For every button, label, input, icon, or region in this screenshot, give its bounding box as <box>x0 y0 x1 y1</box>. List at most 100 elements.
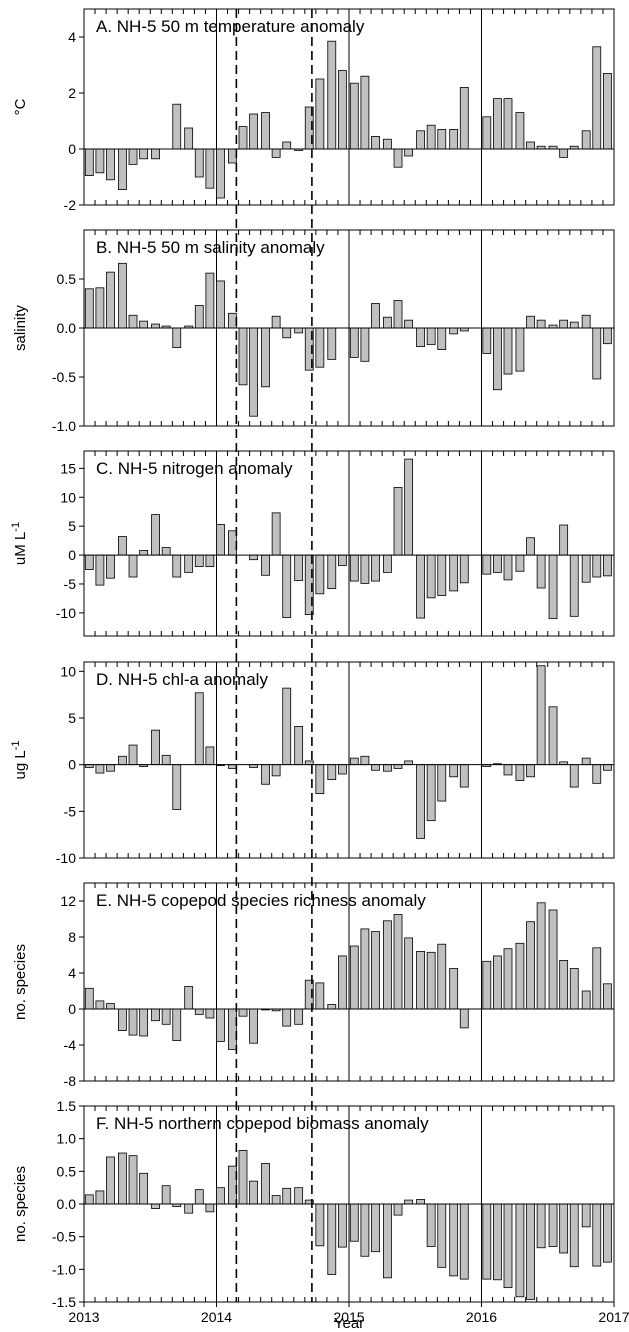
bar <box>205 272 215 329</box>
bar <box>128 554 138 578</box>
bar <box>559 524 569 556</box>
bar <box>602 73 612 150</box>
bar <box>95 148 105 174</box>
bar <box>139 320 149 329</box>
bar <box>315 1203 325 1247</box>
bar <box>106 1156 115 1205</box>
bar <box>393 1203 403 1216</box>
bar <box>327 327 337 360</box>
bar <box>426 124 436 150</box>
bar <box>360 75 370 150</box>
bar <box>503 948 513 1010</box>
bar <box>327 1203 337 1275</box>
bar <box>515 942 525 1010</box>
bar <box>106 764 115 772</box>
bar <box>482 960 492 1010</box>
y-tick-label: 0 <box>68 141 76 157</box>
bar <box>492 327 502 391</box>
bar <box>337 554 347 566</box>
bar <box>271 1195 281 1205</box>
bar <box>249 327 259 417</box>
bar <box>172 764 182 810</box>
bar <box>271 148 281 158</box>
bar <box>526 141 535 150</box>
y-tick-label: 5 <box>68 518 76 534</box>
bar <box>294 1187 304 1205</box>
y-tick-label: 0.0 <box>57 1196 77 1212</box>
bar <box>515 554 525 572</box>
bar <box>294 1008 304 1025</box>
bar <box>526 921 535 1010</box>
bar <box>536 902 546 1010</box>
bar <box>337 1203 347 1248</box>
bar <box>515 1203 525 1298</box>
bar <box>426 1203 436 1247</box>
panel-title: B. NH-5 50 m salinity anomaly <box>96 238 325 257</box>
bar <box>393 914 403 1010</box>
y-tick-label: -0.5 <box>52 369 76 385</box>
x-tick-label: 2014 <box>201 1309 232 1325</box>
bar <box>227 764 237 769</box>
bar <box>371 931 380 1010</box>
y-tick-label: 0 <box>68 757 76 773</box>
bar <box>84 987 94 1010</box>
y-axis-label: salinity <box>12 305 29 351</box>
bar <box>161 1185 171 1205</box>
bar <box>349 1203 359 1242</box>
y-tick-label: 4 <box>68 29 76 45</box>
bar <box>581 314 591 329</box>
bar <box>515 112 525 150</box>
bar <box>548 909 558 1010</box>
bar <box>482 1203 492 1280</box>
bar <box>349 945 359 1010</box>
bar <box>581 554 591 583</box>
bar <box>282 141 292 150</box>
bar <box>383 764 392 772</box>
x-axis-label: Year <box>334 1315 364 1332</box>
bar <box>282 687 292 766</box>
bar <box>151 323 160 329</box>
bar <box>315 554 325 595</box>
y-tick-label: -5 <box>64 576 77 592</box>
bar <box>238 1150 248 1205</box>
bar <box>216 1187 225 1205</box>
bar <box>482 554 492 575</box>
bar <box>602 764 612 771</box>
bar <box>271 315 281 329</box>
bar <box>536 554 546 589</box>
bar <box>337 764 347 775</box>
bar <box>349 82 359 150</box>
bar <box>416 1199 425 1205</box>
bar <box>282 1008 292 1027</box>
y-axis-label: uM L-1 <box>10 522 29 565</box>
bar <box>106 1003 115 1010</box>
y-tick-label: -1.5 <box>52 1294 76 1310</box>
bar <box>84 554 94 570</box>
bar <box>238 126 248 150</box>
y-tick-label: -5 <box>64 803 77 819</box>
x-tick-label: 2013 <box>68 1309 99 1325</box>
bar <box>337 70 347 150</box>
bar <box>459 1008 469 1029</box>
bar <box>360 554 370 584</box>
y-axis-label: no. species <box>12 944 29 1020</box>
bar <box>205 554 215 568</box>
x-axis: 2013 2014 2015 2016 2017 Year <box>68 1302 629 1332</box>
bar <box>592 764 602 784</box>
bar <box>194 554 204 568</box>
bar <box>227 530 237 556</box>
bar <box>304 760 314 766</box>
bar <box>315 327 325 368</box>
y-tick-label: 8 <box>68 929 76 945</box>
bar <box>383 316 392 329</box>
bar <box>172 103 182 150</box>
bar <box>84 148 94 177</box>
bar <box>194 148 204 178</box>
bar <box>360 755 370 766</box>
y-tick-label: -10 <box>56 850 76 866</box>
bar <box>426 764 436 822</box>
bar <box>526 537 535 556</box>
bar <box>449 968 459 1010</box>
y-tick-label: -1.0 <box>52 418 76 434</box>
bar <box>602 554 612 577</box>
